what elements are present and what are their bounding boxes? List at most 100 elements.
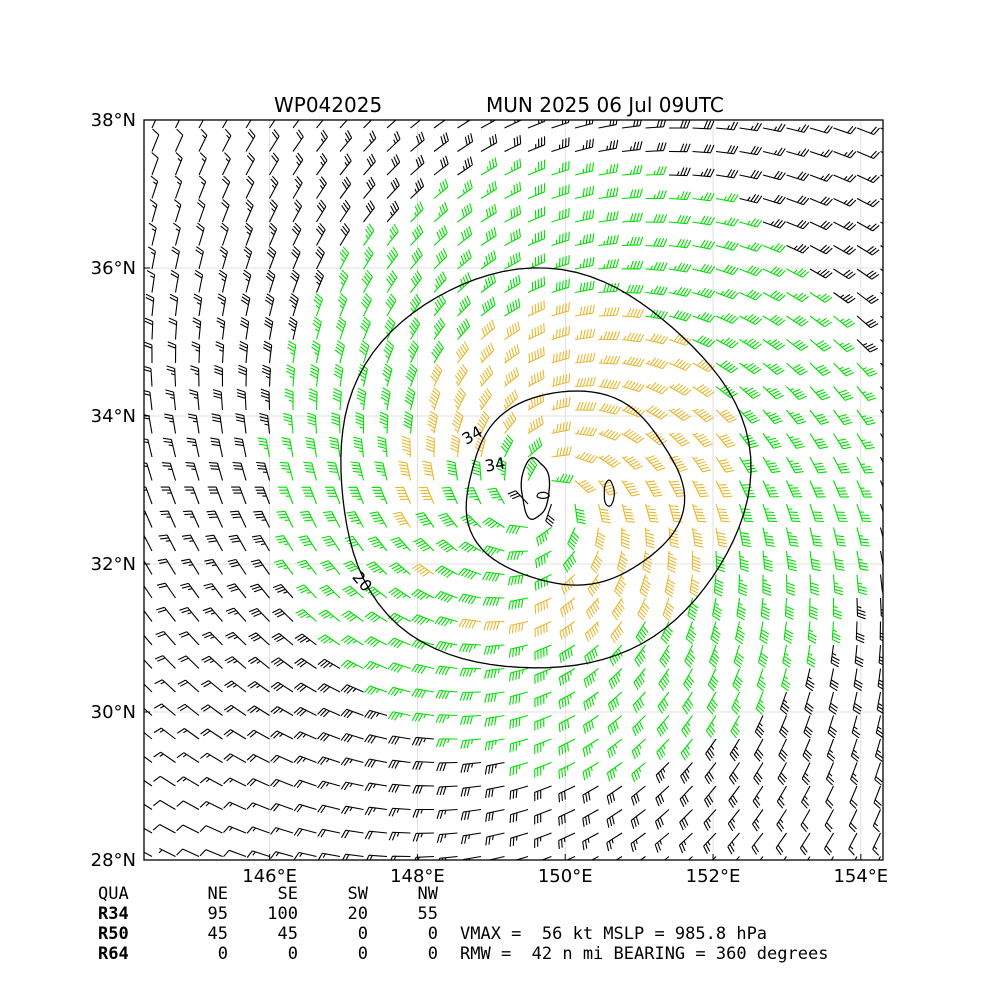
wind-barb xyxy=(292,176,303,199)
wind-barb xyxy=(367,536,388,552)
wind-barb xyxy=(825,785,834,809)
wind-barb xyxy=(321,535,341,552)
wind-barb xyxy=(292,199,303,223)
wind-barb xyxy=(630,832,646,853)
wind-barb xyxy=(759,621,770,645)
wind-barb xyxy=(144,755,153,763)
wind-barb xyxy=(387,612,411,624)
wind-barb xyxy=(527,392,545,411)
wind-barb xyxy=(218,269,228,293)
wind-barb xyxy=(762,123,786,133)
wind-barb xyxy=(269,175,279,199)
wind-barb xyxy=(527,415,544,434)
wind-barb xyxy=(832,597,842,620)
wind-barb xyxy=(408,317,421,340)
wind-barb xyxy=(645,120,667,129)
wind-barb xyxy=(200,680,223,693)
wind-barb xyxy=(738,527,752,548)
wind-barb xyxy=(178,631,200,646)
wind-barb xyxy=(412,760,435,770)
wind-barb xyxy=(621,404,645,418)
wind-barb xyxy=(410,224,424,246)
wind-barb xyxy=(621,428,645,444)
wind-barb xyxy=(240,293,251,317)
wind-barb xyxy=(645,357,669,370)
wind-barb xyxy=(225,607,247,622)
wind-barb xyxy=(428,387,441,411)
wind-barb xyxy=(692,215,715,226)
wind-barb xyxy=(668,238,692,249)
wind-barb xyxy=(433,132,449,152)
wind-barb xyxy=(668,383,692,396)
wind-barb xyxy=(590,550,603,574)
wind-barb xyxy=(551,184,570,200)
wind-barb xyxy=(364,806,388,816)
wind-barb xyxy=(293,755,317,764)
wind-barb xyxy=(364,709,388,720)
wind-barb xyxy=(168,317,178,340)
wind-barb xyxy=(809,244,833,255)
wind-barb xyxy=(802,738,813,762)
wind-barb xyxy=(308,388,318,411)
wind-barb xyxy=(297,559,317,575)
wind-barb xyxy=(178,655,200,669)
wind-barb xyxy=(621,356,645,368)
wind-barb xyxy=(201,631,223,646)
wind-barb xyxy=(509,667,529,682)
wind-barb xyxy=(451,410,464,434)
wind-barb xyxy=(786,268,810,278)
wind-barb xyxy=(144,414,153,434)
wind-barb xyxy=(704,762,717,785)
wind-barb xyxy=(335,316,347,340)
wind-barb xyxy=(303,461,318,481)
wind-barb xyxy=(212,389,224,411)
wind-barb xyxy=(856,221,880,232)
cell: 0 xyxy=(357,944,368,964)
wind-barb xyxy=(198,128,208,152)
wind-barb xyxy=(704,785,717,808)
wind-barb xyxy=(339,199,351,223)
wind-barb xyxy=(598,307,620,317)
wind-barb xyxy=(413,537,435,552)
wind-barb xyxy=(880,245,883,248)
wind-barb xyxy=(146,270,156,293)
wind-barb xyxy=(833,386,854,401)
wind-barb xyxy=(667,550,677,574)
wind-barb xyxy=(621,308,645,318)
wind-barb xyxy=(435,714,458,724)
wind-barb xyxy=(781,668,791,692)
wind-barb xyxy=(221,199,230,223)
wind-barb xyxy=(410,131,425,152)
wind-barb xyxy=(856,198,880,208)
wind-barb xyxy=(294,658,317,669)
wind-barb xyxy=(482,517,505,529)
wind-barb xyxy=(348,486,365,505)
wind-barb xyxy=(692,432,713,448)
wind-barb xyxy=(407,340,419,364)
wind-barb xyxy=(632,715,646,737)
wind-barb xyxy=(561,574,576,595)
cell: 100 xyxy=(267,904,298,924)
wind-barb xyxy=(760,597,771,621)
wind-barb xyxy=(756,668,767,692)
wind-barb xyxy=(879,597,883,618)
wind-barb xyxy=(692,168,715,178)
wind-barb xyxy=(278,486,294,505)
wind-barb xyxy=(504,367,520,387)
wind-barb xyxy=(799,832,811,856)
wind-barb xyxy=(739,313,763,325)
wind-barb xyxy=(584,621,600,642)
wind-barb xyxy=(762,314,786,326)
wind-barb xyxy=(165,389,177,411)
wind-barb xyxy=(692,312,716,323)
wind-barb xyxy=(668,503,683,523)
wind-barb xyxy=(854,856,858,860)
wind-barb xyxy=(317,658,341,669)
wind-barb xyxy=(825,762,835,786)
wind-barb xyxy=(728,762,740,785)
wind-barb xyxy=(148,222,157,246)
wind-barb xyxy=(319,584,341,599)
wind-barb xyxy=(242,269,252,293)
wind-barb xyxy=(371,486,388,505)
